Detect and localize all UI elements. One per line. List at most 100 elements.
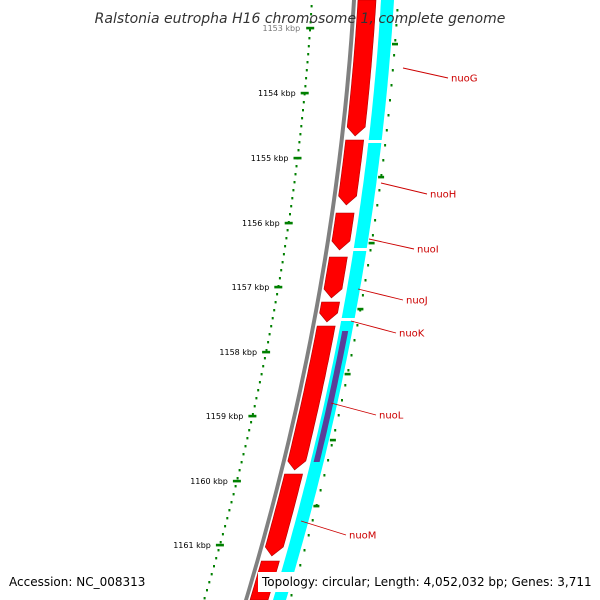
scale-tick <box>304 85 307 88</box>
gene-label-nuol: nuoL <box>379 411 404 422</box>
gene-tick <box>374 219 377 222</box>
gene-tick <box>290 594 293 597</box>
scale-tick <box>238 469 241 472</box>
scale-tick <box>260 373 263 376</box>
cds-arrow <box>346 0 377 137</box>
scale-tick <box>226 517 229 520</box>
gene-tick <box>319 489 322 492</box>
gene-label-line <box>380 182 428 195</box>
scale-tick <box>310 5 313 8</box>
kbp-label: 1156 kbp <box>242 219 280 228</box>
gene-feature <box>368 0 394 140</box>
scale-tick <box>208 581 211 584</box>
scale-tick <box>273 309 276 312</box>
major-scale-tick <box>232 479 241 483</box>
gene-feature <box>341 251 367 318</box>
scale-tick <box>305 77 308 80</box>
scale-tick <box>307 53 310 56</box>
gene-tick <box>353 339 356 342</box>
gene-tick <box>299 564 302 567</box>
kbp-label: 1160 kbp <box>190 477 228 486</box>
gene-label-nuoi: nuoI <box>417 245 439 256</box>
gene-label-nuoj: nuoJ <box>406 296 428 307</box>
cds-arrow <box>264 473 303 557</box>
scale-tick <box>219 541 222 544</box>
scale-tick <box>262 365 265 368</box>
cds-arrow <box>323 256 348 299</box>
gene-tick <box>307 534 310 537</box>
kbp-label: 1158 kbp <box>219 348 257 357</box>
gene-tick <box>364 279 367 282</box>
gene-tick <box>344 384 347 387</box>
gene-major-tick <box>357 307 364 311</box>
gene-major-tick <box>392 42 398 46</box>
cds-arrow <box>287 325 336 471</box>
major-scale-tick <box>262 350 271 354</box>
gene-tick <box>341 399 343 402</box>
gene-tick <box>395 24 398 27</box>
gene-tick <box>361 294 364 297</box>
gene-feature <box>353 143 382 248</box>
scale-tick <box>294 173 297 176</box>
major-scale-tick <box>284 221 293 225</box>
scale-tick <box>297 149 300 152</box>
scale-tick <box>289 213 291 216</box>
scale-tick <box>310 13 313 16</box>
gene-major-tick <box>329 438 336 442</box>
kbp-label: 1154 kbp <box>258 89 296 98</box>
gene-label-nuoh: nuoH <box>430 190 456 201</box>
scale-tick <box>281 261 284 264</box>
scale-tick <box>255 397 258 400</box>
scale-tick <box>246 437 249 440</box>
kbp-label: 1157 kbp <box>232 283 270 292</box>
scale-tick <box>307 45 310 48</box>
footer-info-backdrop <box>258 572 600 592</box>
scale-tick <box>221 533 224 536</box>
scale-tick <box>291 197 294 200</box>
scale-tick <box>302 109 304 112</box>
scale-tick <box>293 181 296 184</box>
gene-tick <box>371 234 374 237</box>
gene-tick <box>394 39 397 42</box>
gene-label-nuog: nuoG <box>451 74 478 85</box>
scale-tick <box>251 413 254 416</box>
scale-tick <box>206 589 208 592</box>
gene-major-tick <box>378 175 385 179</box>
scale-tick <box>263 357 266 360</box>
scale-tick <box>210 573 213 576</box>
scale-tick <box>276 293 279 296</box>
scale-tick <box>244 445 247 448</box>
kbp-label: 1161 kbp <box>173 541 211 550</box>
gene-label-line <box>357 288 404 301</box>
scale-tick <box>301 117 304 120</box>
scale-tick <box>257 389 260 392</box>
scale-tick <box>258 381 261 384</box>
major-scale-tick <box>215 543 224 547</box>
gene-tick <box>311 519 314 522</box>
gene-tick <box>393 54 396 57</box>
scale-tick <box>250 421 253 424</box>
scale-tick <box>270 325 273 328</box>
gene-label-line <box>330 402 377 416</box>
scale-tick <box>306 61 309 64</box>
scale-tick <box>285 237 288 240</box>
scale-tick <box>284 245 287 248</box>
gene-labels: nuoG nuoH nuoI nuoJ nuoK nuoL nuoM <box>300 67 478 542</box>
scale-tick <box>278 277 281 280</box>
scale-tick <box>242 453 245 456</box>
scale-tick <box>265 349 268 352</box>
scale-tick <box>300 125 303 128</box>
gene-tick <box>390 84 393 87</box>
scale-tick <box>305 69 308 72</box>
scale-tick <box>203 597 206 600</box>
kbp-label: 1159 kbp <box>206 412 244 421</box>
scale-tick <box>271 317 274 320</box>
gene-tick-track <box>290 9 399 597</box>
kbp-label-partial: 1153 kbp <box>262 24 300 33</box>
gene-tick <box>367 264 370 267</box>
gene-label-line <box>350 320 397 334</box>
gene-tick <box>356 324 359 327</box>
gene-tick <box>382 159 385 162</box>
gene-major-tick <box>368 241 375 245</box>
